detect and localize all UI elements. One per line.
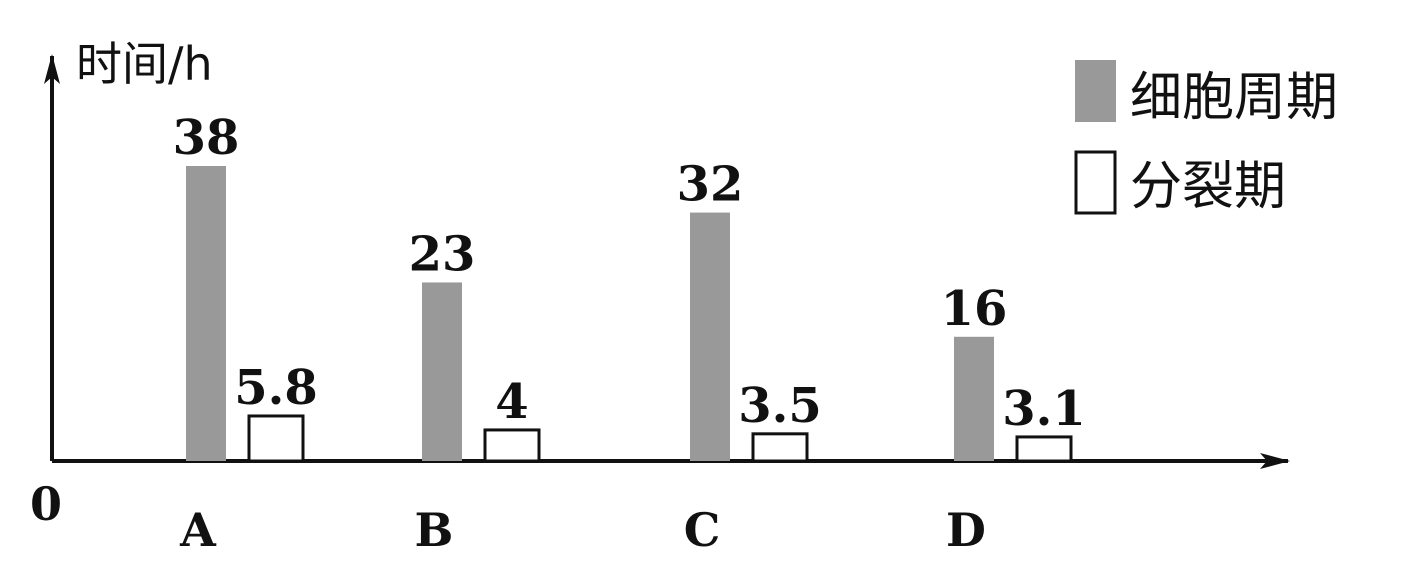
value-label-b-series-0: 23 [409, 226, 476, 282]
bar-c-series-0 [690, 212, 730, 461]
value-labels-group: 38 5.8 23 4 32 3.5 16 3.1 [173, 110, 1086, 437]
x-tick-label-b: B [415, 503, 454, 557]
value-label-c-series-0: 32 [677, 157, 744, 213]
legend-swatch-division [1074, 150, 1117, 215]
bar-d-series-1 [1015, 435, 1073, 463]
x-tick-label-a: A [179, 503, 217, 557]
bar-b-series-0 [422, 282, 462, 461]
origin-label: 0 [30, 477, 62, 531]
legend-swatch-cell-cycle [1075, 60, 1116, 122]
x-tick-label-d: D [946, 503, 986, 557]
bar-d-series-0 [954, 336, 994, 461]
y-axis-label: 时间/h [76, 37, 213, 91]
bar-a-series-1 [247, 414, 305, 463]
legend-label-division: 分裂期 [1130, 157, 1286, 217]
value-label-a-series-0: 38 [173, 110, 240, 166]
legend-label-cell-cycle: 细胞周期 [1130, 68, 1338, 128]
x-tick-label-c: C [684, 503, 721, 557]
x-tick-labels-group: A B C D [179, 503, 986, 557]
value-label-a-series-1: 5.8 [234, 360, 318, 416]
value-label-d-series-0: 16 [941, 281, 1008, 337]
value-label-c-series-1: 3.5 [738, 378, 822, 434]
bars-group [186, 166, 1073, 463]
value-label-b-series-1: 4 [495, 374, 528, 430]
bar-b-series-1 [483, 428, 541, 463]
bar-c-series-1 [751, 432, 809, 463]
value-label-d-series-1: 3.1 [1002, 381, 1086, 437]
bar-a-series-0 [186, 166, 226, 461]
legend: 细胞周期 分裂期 [1074, 60, 1338, 217]
